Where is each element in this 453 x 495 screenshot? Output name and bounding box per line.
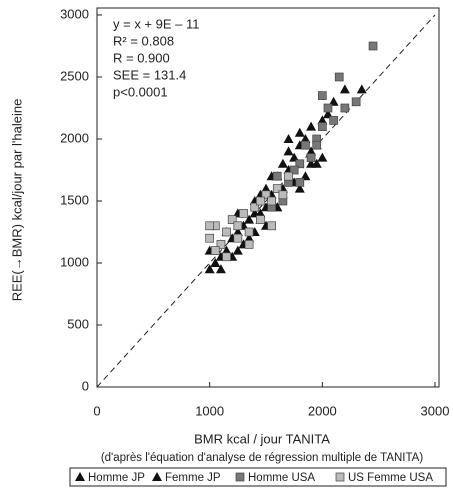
y-tick-label: 1000 — [60, 254, 89, 269]
point — [233, 233, 243, 243]
point — [300, 171, 311, 181]
legend-marker — [235, 472, 245, 482]
y-axis-label: REE(→BMR) kcal/jour par l'haleine — [9, 99, 24, 302]
y-tick-label: 500 — [67, 316, 89, 331]
point — [227, 215, 237, 224]
point — [351, 97, 361, 107]
y-tick-label: 3000 — [60, 6, 89, 21]
point — [244, 233, 255, 243]
point — [368, 41, 378, 51]
point — [222, 252, 231, 262]
point — [267, 196, 276, 206]
x-axis-note: (d'après l'équation d'analyse de régress… — [101, 452, 424, 464]
y-tick-label: 0 — [82, 378, 89, 393]
point — [317, 91, 327, 100]
legend-marker — [335, 472, 345, 482]
point — [244, 227, 254, 237]
point — [294, 127, 305, 137]
y-tick-label: 2500 — [60, 68, 89, 83]
annotation: R = 0.900 — [113, 50, 170, 65]
legend-label: Homme JP — [88, 472, 145, 484]
point — [289, 165, 299, 175]
legend-label: US Femme USA — [348, 472, 433, 484]
annotation: y = x + 9E – 11 — [113, 16, 199, 31]
point — [328, 96, 339, 106]
y-tick-label: 1500 — [60, 192, 89, 207]
x-axis-label: BMR kcal / jour TANITA — [194, 431, 330, 446]
point — [295, 178, 305, 187]
point — [294, 183, 305, 193]
point — [272, 171, 282, 181]
point — [244, 240, 254, 249]
x-tick-label: 1000 — [195, 403, 224, 418]
point — [283, 146, 294, 156]
legend-marker — [75, 472, 85, 481]
point — [284, 171, 293, 181]
point — [300, 134, 311, 143]
point — [334, 72, 344, 82]
legend-label: Femme JP — [165, 472, 221, 484]
point — [312, 140, 322, 150]
annotation: R² = 0.808 — [113, 33, 174, 48]
annotation: SEE = 131.4 — [113, 67, 186, 82]
point — [216, 240, 226, 249]
point — [306, 153, 316, 162]
x-tick-label: 2000 — [308, 403, 337, 418]
legend-box — [69, 467, 447, 487]
y-tick-label: 2000 — [60, 130, 89, 145]
point — [311, 158, 322, 168]
point — [317, 152, 328, 162]
x-tick-label: 3000 — [421, 403, 450, 418]
point — [233, 221, 243, 231]
point — [239, 209, 248, 218]
point — [329, 116, 338, 125]
point — [356, 84, 367, 94]
point — [204, 264, 215, 274]
point — [221, 245, 232, 255]
point — [306, 121, 317, 131]
point — [205, 221, 215, 231]
point — [339, 84, 350, 94]
legend-label: Homme USA — [248, 472, 315, 484]
point — [277, 158, 288, 168]
point — [215, 264, 226, 274]
point — [244, 214, 255, 224]
point — [261, 190, 271, 200]
point — [232, 227, 243, 236]
point — [278, 190, 288, 200]
point — [283, 134, 294, 143]
point — [256, 215, 265, 224]
point — [340, 103, 350, 113]
plot-frame — [96, 7, 440, 388]
point — [232, 245, 243, 255]
point — [222, 227, 231, 237]
point — [323, 103, 333, 113]
point — [249, 208, 260, 218]
annotation: p<0.0001 — [113, 84, 168, 99]
point — [295, 159, 305, 169]
point — [267, 221, 276, 231]
legend-marker — [152, 472, 162, 481]
point — [261, 183, 271, 193]
point — [289, 152, 300, 162]
point — [205, 233, 215, 243]
point — [210, 258, 221, 267]
point — [250, 202, 260, 212]
point — [317, 115, 328, 125]
point — [256, 196, 265, 206]
point — [306, 146, 317, 156]
point — [272, 184, 282, 193]
point — [301, 140, 310, 150]
x-tick-label: 0 — [93, 403, 100, 418]
point — [322, 109, 333, 119]
point — [317, 122, 327, 131]
identity-line — [96, 14, 436, 388]
point — [210, 246, 220, 255]
